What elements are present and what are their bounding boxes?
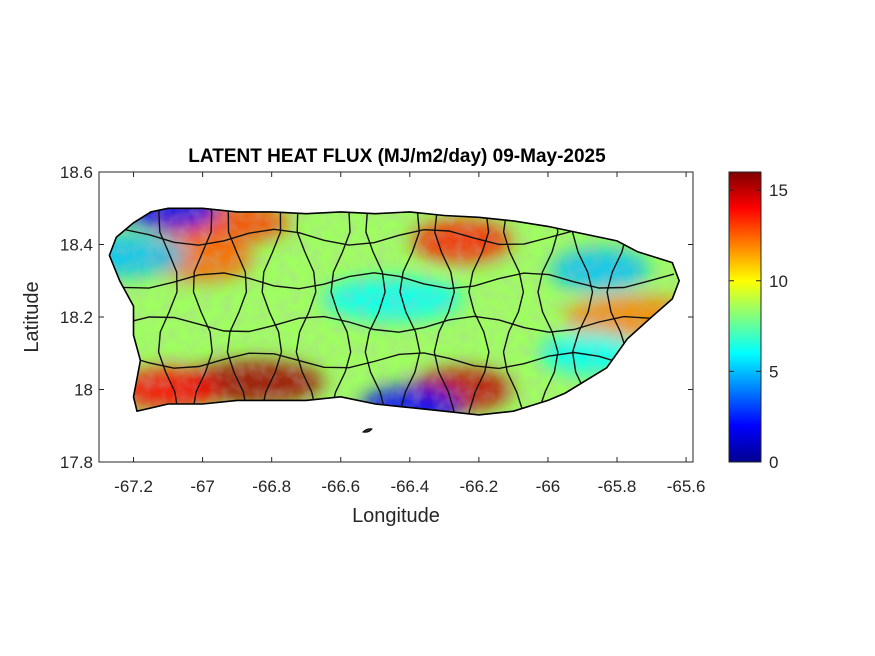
x-tick-label: -66.2 — [460, 477, 499, 496]
coastline — [108, 207, 681, 416]
x-axis: -67.2 -67 -66.8 -66.6 -66.4 -66.2 -66 -65.8 -65.… — [114, 172, 705, 496]
x-tick-label: -66.6 — [321, 477, 360, 496]
x-tick-label: -66 — [536, 477, 561, 496]
colorbar-tick-label: 15 — [769, 181, 788, 200]
y-tick-label: 17.8 — [60, 453, 93, 472]
municipal-boundary — [433, 208, 456, 415]
x-tick-label: -66.4 — [390, 477, 429, 496]
municipal-boundary — [399, 208, 421, 415]
y-axis-label: Latitude — [21, 281, 43, 352]
y-tick-label: 18.2 — [60, 308, 93, 327]
y-axis: 18.6 18.4 18.2 18 17.8 — [60, 163, 693, 472]
heat-flux-map — [108, 207, 681, 433]
x-tick-label: -65.6 — [667, 477, 706, 496]
municipal-boundary — [109, 315, 675, 333]
x-tick-label: -66.8 — [252, 477, 291, 496]
colorbar: 15 10 5 0 — [728, 171, 788, 472]
colorbar-tick-label: 5 — [769, 362, 778, 381]
chart-title: LATENT HEAT FLUX (MJ/m2/day) 09-May-2025 — [188, 146, 606, 167]
x-tick-label: -65.8 — [598, 477, 637, 496]
islet-caja-de-muertos — [361, 428, 373, 433]
y-tick-label: 18.4 — [60, 236, 93, 255]
municipal-boundary — [109, 351, 675, 370]
y-tick-label: 18 — [74, 381, 93, 400]
colorbar-tick-label: 10 — [769, 272, 788, 291]
colorbar-gradient — [728, 171, 762, 463]
y-tick-label: 18.6 — [60, 163, 93, 182]
x-tick-label: -67 — [190, 477, 215, 496]
municipal-boundary — [109, 272, 675, 290]
x-tick-label: -67.2 — [114, 477, 153, 496]
x-axis-label: Longitude — [352, 505, 440, 527]
colorbar-tick-label: 0 — [769, 453, 778, 472]
